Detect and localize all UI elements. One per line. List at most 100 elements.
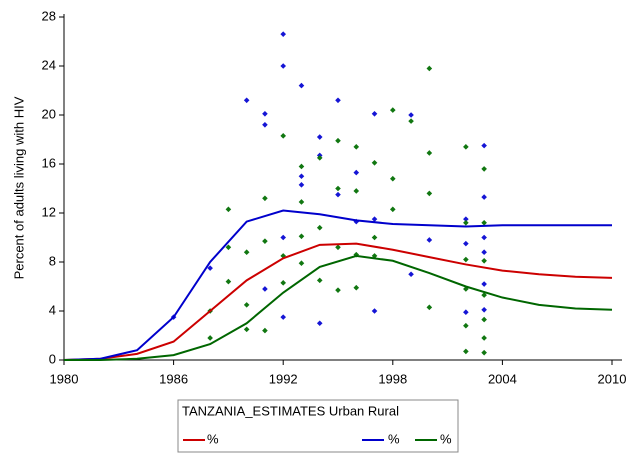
y-tick-label: 16: [42, 155, 56, 170]
x-tick-label: 1992: [269, 371, 298, 386]
data-point: [335, 287, 341, 293]
data-point: [390, 107, 396, 113]
data-point: [353, 169, 360, 176]
data-point: [353, 284, 360, 291]
data-point: [280, 234, 286, 241]
data-point: [207, 335, 213, 341]
data-point: [408, 271, 414, 278]
y-tick-label: 28: [42, 8, 56, 23]
data-point: [280, 63, 286, 69]
data-point: [316, 155, 323, 161]
data-point: [316, 224, 323, 231]
data-point: [262, 122, 268, 128]
data-point: [335, 244, 341, 251]
data-point: [390, 206, 396, 213]
data-point: [243, 326, 250, 333]
data-point: [316, 277, 323, 284]
data-point: [463, 286, 469, 292]
data-point: [371, 308, 378, 314]
y-tick-label: 4: [49, 302, 56, 317]
data-point: [463, 322, 469, 329]
data-point: [371, 216, 378, 222]
data-point: [408, 112, 414, 118]
data-point: [353, 144, 360, 150]
y-tick-label: 20: [42, 106, 56, 121]
y-tick-label: 12: [42, 204, 56, 219]
data-point: [481, 234, 487, 241]
data-point: [225, 244, 232, 251]
x-tick-label: 1998: [378, 371, 407, 386]
data-point: [280, 31, 286, 37]
y-tick-label: 24: [42, 57, 56, 72]
x-tick-label: 1980: [50, 371, 79, 386]
data-point: [243, 249, 250, 255]
data-point: [463, 240, 469, 247]
data-point: [481, 281, 487, 287]
data-point: [371, 234, 378, 241]
data-point: [481, 166, 487, 172]
data-point: [371, 159, 378, 166]
data-point: [426, 190, 433, 197]
data-point: [426, 65, 433, 72]
data-point: [262, 286, 268, 292]
data-point: [390, 175, 396, 182]
data-point: [243, 97, 250, 104]
data-point: [463, 309, 469, 316]
data-point: [481, 257, 487, 264]
data-point: [463, 144, 469, 150]
data-point: [481, 220, 487, 226]
data-point: [280, 280, 286, 286]
data-point: [298, 173, 305, 180]
data-point: [298, 233, 305, 240]
data-point: [335, 97, 341, 104]
y-axis-label: Percent of adults living with HIV: [11, 96, 26, 279]
y-tick-label: 8: [49, 253, 56, 268]
data-point: [481, 316, 487, 323]
data-point: [408, 118, 414, 124]
line-series: [63, 242, 613, 361]
x-tick-label: 1986: [159, 371, 188, 386]
data-point: [262, 327, 268, 334]
data-point: [353, 188, 360, 194]
data-point: [463, 216, 469, 222]
data-point: [335, 185, 341, 192]
data-point: [316, 134, 323, 140]
y-tick-label: 0: [49, 351, 56, 366]
data-point: [426, 304, 433, 311]
line-series: [63, 209, 612, 361]
data-point: [371, 110, 378, 117]
data-point: [481, 142, 487, 149]
data-point: [463, 256, 469, 263]
data-point: [298, 82, 305, 89]
data-point: [298, 260, 305, 267]
data-point: [353, 251, 360, 258]
data-point: [298, 163, 305, 170]
data-point: [426, 237, 433, 243]
data-point: [426, 150, 433, 156]
legend-title: TANZANIA_ESTIMATES Urban Rural: [182, 403, 399, 418]
x-tick-label: 2010: [598, 371, 627, 386]
data-point: [463, 348, 469, 355]
data-point: [481, 349, 487, 356]
data-point: [481, 306, 487, 313]
data-point: [463, 220, 469, 226]
data-point: [316, 320, 323, 327]
data-point: [280, 314, 286, 320]
data-point: [280, 133, 286, 139]
legend-box: [177, 399, 459, 453]
line-series: [64, 254, 613, 361]
legend-label: %: [440, 431, 452, 446]
data-point: [481, 335, 487, 341]
data-point: [298, 199, 305, 205]
data-point: [243, 302, 250, 308]
data-point: [481, 194, 487, 200]
data-point: [481, 292, 487, 298]
data-point: [262, 238, 268, 244]
legend-label: %: [207, 431, 219, 446]
data-point: [353, 218, 360, 225]
data-point: [262, 195, 268, 202]
data-point: [225, 206, 232, 213]
data-point: [335, 137, 341, 144]
data-point: [335, 191, 341, 198]
